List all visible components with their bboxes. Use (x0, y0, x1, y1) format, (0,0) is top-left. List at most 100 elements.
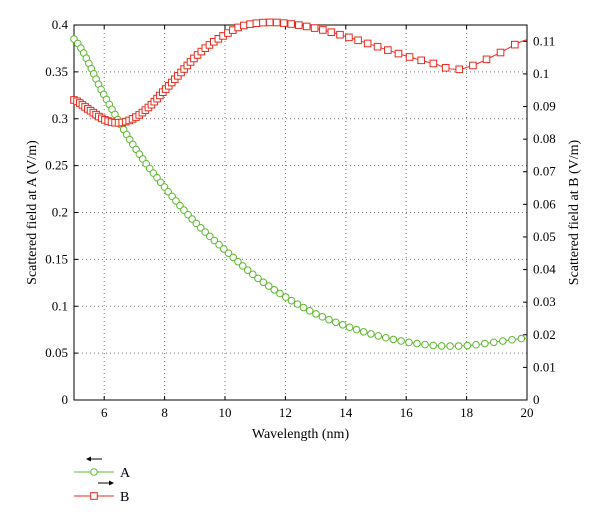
data-point-A (293, 300, 302, 308)
data-point-A (281, 293, 290, 301)
data-point-B (394, 49, 403, 58)
data-point-A (243, 266, 252, 274)
data-point-A (264, 282, 273, 290)
data-point-A (472, 340, 480, 349)
data-point-B (384, 46, 392, 54)
data-point-A (345, 323, 354, 332)
data-point-B (354, 36, 362, 45)
data-point-A (325, 315, 333, 324)
y-right-tick-label: 0.11 (533, 33, 555, 48)
data-point-A (338, 321, 347, 329)
y-right-tick-label: 0.06 (533, 196, 556, 211)
data-point-B (469, 61, 477, 70)
y-right-tick-label: 0.05 (533, 229, 556, 244)
y-right-tick-label: 0.04 (533, 262, 556, 277)
data-point-B (272, 18, 281, 27)
data-point-A (270, 286, 279, 294)
y-left-tick-label: 0 (62, 392, 69, 407)
data-point-A (405, 338, 413, 347)
data-point-A (367, 330, 375, 338)
data-point-A (489, 338, 498, 347)
axis-ticks: 6 8 10 12 14 16 18 2000.050.10.150.20.250.30.35… (45, 17, 556, 420)
data-point-B (455, 65, 464, 74)
grid-lines (74, 25, 527, 400)
data-point-A (517, 334, 526, 343)
data-point-B (302, 22, 311, 31)
data-point-B (336, 30, 344, 39)
data-point-A (254, 274, 262, 283)
data-point-A (429, 341, 438, 350)
y-right-tick-label: 0.01 (533, 359, 556, 374)
data-point-B (363, 39, 372, 48)
data-point-A (359, 328, 368, 336)
data-point-A (248, 270, 257, 279)
data-point-B (280, 19, 288, 27)
data-point-B (405, 53, 414, 61)
data-point-A (331, 318, 340, 327)
data-point-A (446, 342, 454, 350)
data-point-A (413, 339, 421, 348)
data-point-A (238, 262, 247, 270)
data-point-A (381, 333, 390, 342)
data-point-A (481, 339, 489, 348)
legend-item-A: A (74, 456, 131, 481)
data-point-A (508, 335, 516, 344)
data-point-B (417, 56, 425, 65)
data-point-A (299, 303, 308, 312)
data-point-A (180, 206, 188, 214)
data-point-B (441, 63, 450, 72)
y-axis-right-title: Scattered field at B (V/m) (567, 139, 582, 285)
data-point-B (482, 55, 491, 64)
x-tick-label: 6 (101, 405, 108, 420)
data-point-A (196, 224, 205, 232)
data-point-B (265, 18, 274, 27)
data-point-A (210, 236, 219, 245)
y-left-tick-label: 0.25 (45, 158, 68, 173)
data-point-A (352, 325, 361, 334)
legend-marker-B (90, 492, 98, 500)
data-point-B (246, 20, 254, 28)
data-point-A (215, 240, 223, 249)
legend-label-A: A (120, 466, 131, 481)
x-tick-label: 12 (279, 405, 292, 420)
data-point-B (429, 59, 438, 68)
y-left-tick-label: 0.3 (52, 111, 68, 126)
data-point-A (224, 249, 233, 257)
data-point-B (511, 40, 519, 49)
y-left-tick-label: 0.4 (52, 17, 69, 32)
data-point-A (499, 337, 507, 345)
legend-marker-A (90, 468, 98, 476)
data-point-A (374, 332, 383, 340)
data-point-A (229, 253, 238, 262)
data-point-B (319, 26, 327, 34)
series-B (70, 18, 528, 127)
series-line-A (73, 38, 528, 347)
y-left-tick-label: 0.15 (45, 251, 68, 266)
y-right-tick-label: 0.03 (533, 294, 556, 309)
data-point-A (234, 257, 242, 266)
y-right-tick-label: 0.08 (533, 131, 556, 146)
data-point-A (437, 342, 446, 350)
y-left-tick-label: 0.1 (52, 298, 68, 313)
data-point-A (259, 278, 268, 287)
data-point-B (345, 33, 353, 42)
y-right-tick-label: 0 (533, 392, 540, 407)
x-tick-label: 10 (219, 405, 232, 420)
data-point-B (496, 48, 505, 57)
data-point-A (312, 310, 320, 318)
data-point-B (259, 18, 267, 27)
y-axis-left-title: Scattered field at A (V/m) (25, 140, 40, 285)
data-point-B (252, 19, 261, 28)
data-point-A (305, 307, 314, 315)
data-point-A (192, 219, 201, 228)
data-point-A (219, 245, 228, 253)
data-point-B (287, 20, 295, 28)
x-tick-label: 20 (521, 405, 534, 420)
data-point-A (287, 296, 296, 305)
legend: AB (74, 456, 131, 505)
data-point-A (421, 340, 429, 349)
y-left-tick-label: 0.35 (45, 64, 68, 79)
data-point-B (310, 24, 319, 32)
x-axis-title: Wavelength (nm) (252, 427, 350, 442)
x-tick-label: 18 (460, 405, 473, 420)
